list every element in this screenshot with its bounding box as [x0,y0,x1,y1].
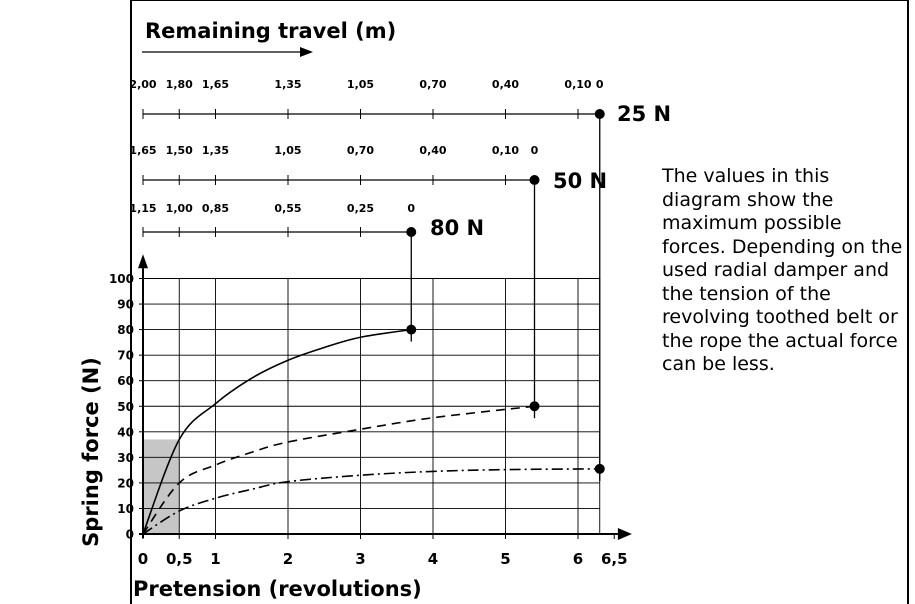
y-axis-arrowhead [138,254,148,269]
x-tick-label: 3 [355,550,365,568]
y-tick-label: 70 [117,349,134,363]
y-tick-label: 30 [117,451,134,465]
y-axis-label: Spring force (N) [79,357,103,547]
end-point-25n [594,463,605,474]
series-tag-25n: 25 N [617,102,671,126]
x-tick-label: 2 [283,550,293,568]
travel-label-50n: 0 [531,144,539,157]
travel-label-25n: 0,70 [419,78,446,91]
travel-label-25n: 0,10 [564,78,591,91]
series-tag-50n: 50 N [553,169,607,193]
y-tick-label: 50 [117,400,134,414]
travel-label-25n: 0,40 [492,78,519,91]
x-tick-label: 6 [573,550,583,568]
travel-label-25n: 0 [596,78,604,91]
y-tick-label: 60 [117,374,134,388]
travel-label-50n: 0,70 [347,144,374,157]
y-tick-label: 10 [117,502,134,516]
end-point-50n [529,401,540,412]
travel-label-25n: 1,35 [274,78,301,91]
series-tag-80n: 80 N [430,216,484,240]
travel-label-80n: 1,00 [166,202,193,215]
travel-label-25n: 1,05 [347,78,374,91]
travel-label-50n: 1,65 [129,144,156,157]
x-tick-label: 1 [210,550,220,568]
x-axis-label: Pretension (revolutions) [133,577,422,601]
travel-label-80n: 1,15 [129,202,156,215]
y-tick-label: 80 [117,323,134,337]
travel-label-25n: 2,00 [129,78,156,91]
y-tick-label: 100 [109,272,134,286]
axes [138,254,632,540]
top-axis-arrowhead [300,47,313,57]
x-tick-label: 0 [138,550,148,568]
y-tick-label: 20 [117,476,134,490]
travel-label-50n: 1,50 [166,144,193,157]
x-tick-labels: 0 0,5 1 2 3 4 5 6 6,5 [138,534,628,568]
travel-label-50n: 0,10 [492,144,519,157]
top-axis-label: Remaining travel (m) [145,19,396,43]
diagram-note: The values in this diagram show the maxi… [662,165,903,375]
x-axis-arrowhead [617,528,632,540]
travel-label-25n: 1,80 [166,78,193,91]
outer-border [130,0,909,604]
series-group: 1,15 1,00 0,85 0,55 0,25 0 80 N 1,65 1,50 1,35 1,0… [129,78,671,535]
x-tick-label: 4 [428,550,438,568]
travel-label-25n: 1,65 [202,78,229,91]
y-tick-label: 40 [117,425,134,439]
travel-label-50n: 0,40 [419,144,446,157]
end-point-80n [406,324,417,335]
x-tick-label: 6,5 [601,550,628,568]
x-tick-label: 5 [500,550,510,568]
y-tick-label: 0 [126,528,134,542]
travel-label-50n: 1,35 [202,144,229,157]
y-tick-labels: 0 10 20 30 40 50 60 70 80 90 100 [109,272,143,542]
travel-label-80n: 0,85 [202,202,229,215]
series-line-25n [142,468,600,535]
travel-label-80n: 0 [407,202,415,215]
travel-label-80n: 0,55 [274,202,301,215]
series-line-80n [142,328,412,535]
x-tick-label: 0,5 [166,550,193,568]
travel-label-80n: 0,25 [347,202,374,215]
y-tick-label: 90 [117,298,134,312]
grid [143,278,601,534]
series-line-50n [142,405,535,535]
travel-label-50n: 1,05 [274,144,301,157]
